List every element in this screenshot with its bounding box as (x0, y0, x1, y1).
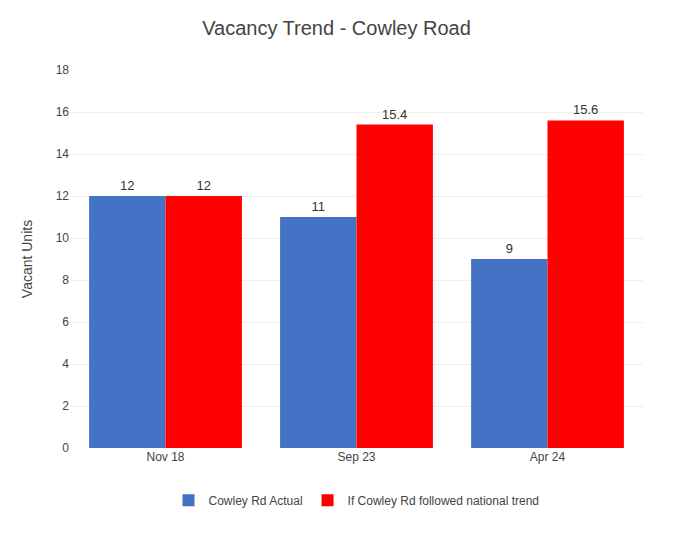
svg-text:Nov 18: Nov 18 (146, 450, 184, 464)
svg-text:2: 2 (62, 399, 69, 413)
svg-text:4: 4 (62, 357, 69, 371)
svg-text:0: 0 (62, 441, 69, 455)
svg-text:Apr 24: Apr 24 (530, 450, 566, 464)
svg-text:15.4: 15.4 (382, 107, 407, 122)
svg-text:15.6: 15.6 (573, 102, 598, 117)
svg-text:12: 12 (120, 178, 134, 193)
svg-text:Cowley Rd Actual: Cowley Rd Actual (209, 494, 303, 508)
svg-text:8: 8 (62, 273, 69, 287)
svg-text:9: 9 (506, 241, 513, 256)
svg-text:Vacant Units: Vacant Units (19, 220, 35, 298)
svg-text:Sep 23: Sep 23 (337, 450, 375, 464)
svg-text:16: 16 (56, 105, 70, 119)
svg-text:12: 12 (196, 178, 210, 193)
svg-text:12: 12 (56, 189, 70, 203)
svg-text:6: 6 (62, 315, 69, 329)
svg-text:10: 10 (56, 231, 70, 245)
svg-text:Vacancy Trend - Cowley Road: Vacancy Trend - Cowley Road (202, 17, 471, 39)
svg-text:18: 18 (56, 63, 70, 77)
svg-text:11: 11 (312, 199, 326, 214)
svg-text:If Cowley Rd followed national: If Cowley Rd followed national trend (348, 494, 539, 508)
svg-text:14: 14 (56, 147, 70, 161)
